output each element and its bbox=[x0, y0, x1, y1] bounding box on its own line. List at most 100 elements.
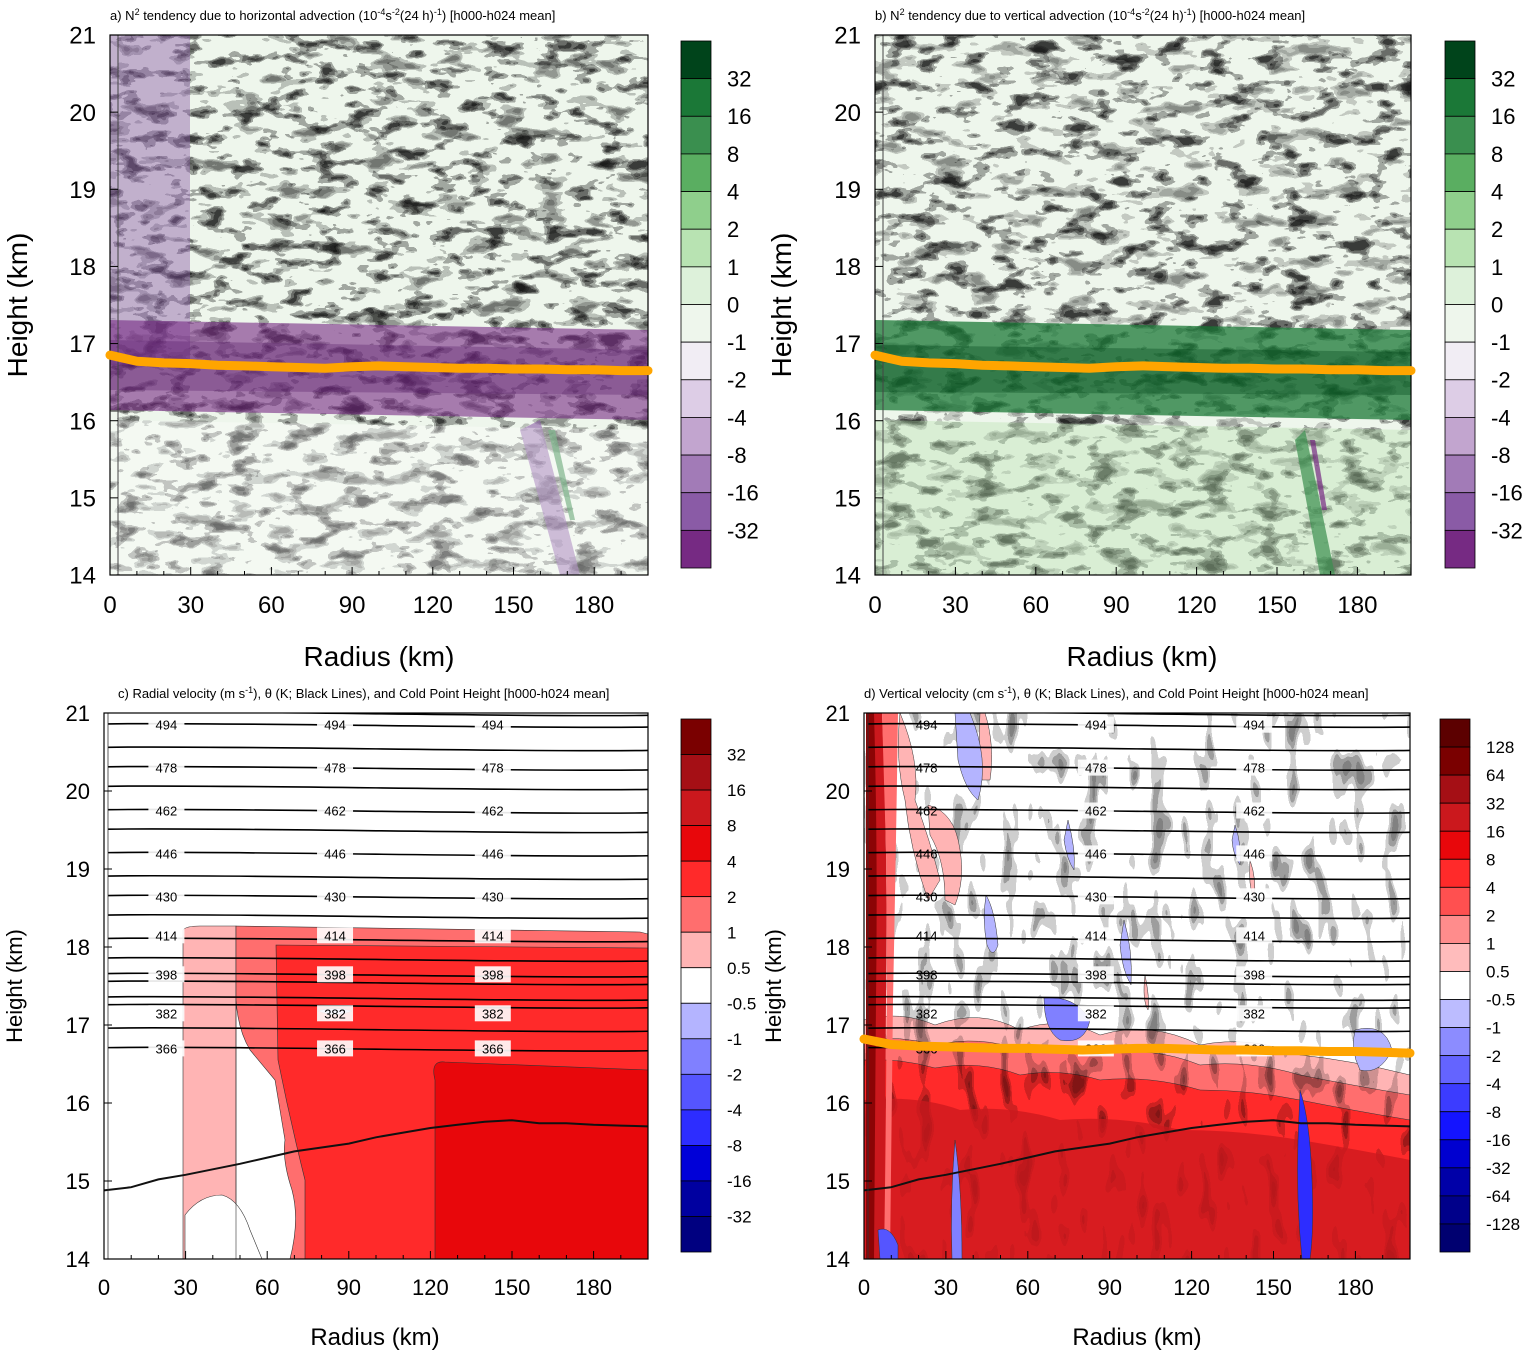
title-part: ) [h000-h024 mean] bbox=[442, 8, 555, 23]
colorbar-label: 128 bbox=[1486, 738, 1514, 757]
contour-label-bg bbox=[148, 966, 185, 983]
contour-label: 494 bbox=[1085, 718, 1107, 733]
colorbar-label: -2 bbox=[1491, 368, 1511, 393]
colorbar-label: 8 bbox=[1491, 142, 1503, 167]
title-part: b) N bbox=[875, 8, 900, 23]
contour-label: 414 bbox=[916, 928, 938, 943]
contour-label-bg bbox=[317, 1005, 354, 1022]
contour-label: 414 bbox=[1243, 928, 1265, 943]
contour-label: 494 bbox=[482, 718, 504, 733]
y-tick-label: 18 bbox=[66, 935, 90, 960]
contour-label-bg bbox=[474, 845, 511, 862]
colorbar-label: 16 bbox=[727, 781, 746, 800]
contour-label: 446 bbox=[1243, 846, 1265, 861]
contour-label: 430 bbox=[324, 889, 346, 904]
contour-label: 414 bbox=[324, 928, 346, 943]
colorbar-label: 2 bbox=[1491, 217, 1503, 242]
contour-label-bg bbox=[148, 888, 185, 905]
title-part: c) Radial velocity (m s bbox=[118, 686, 246, 701]
colorbar-box bbox=[1439, 943, 1471, 972]
theta-contour bbox=[867, 913, 1410, 920]
colorbar-label: 2 bbox=[727, 888, 736, 907]
y-tick-label: 19 bbox=[826, 857, 850, 882]
panel-c-x-label: Radius (km) bbox=[310, 1324, 439, 1351]
x-tick-label: 0 bbox=[103, 592, 116, 619]
panel-a-colorbar: 32 16 8 4 2 1 0 -1 -2 -4 -8 -16 -32 bbox=[680, 40, 759, 569]
colorbar-box bbox=[1439, 746, 1471, 776]
theta-contour bbox=[107, 785, 648, 791]
contour-label: 398 bbox=[1085, 967, 1107, 982]
colorbar-label: 0.5 bbox=[1486, 963, 1510, 982]
colorbar-box bbox=[680, 228, 712, 268]
contour-label: 398 bbox=[916, 967, 938, 982]
colorbar-box bbox=[680, 860, 712, 898]
title-part: a) N bbox=[110, 8, 135, 23]
theta-contour bbox=[867, 937, 1410, 943]
contour-label-bg bbox=[317, 1040, 354, 1057]
x-tick-label: 180 bbox=[1337, 1275, 1374, 1300]
contour-label: 382 bbox=[1243, 1006, 1265, 1021]
contour-label-bg bbox=[148, 716, 185, 733]
contour-label-bg bbox=[317, 888, 354, 905]
colorbar-box bbox=[680, 191, 712, 230]
contour-label: 430 bbox=[1243, 889, 1265, 904]
colorbar-label: 4 bbox=[727, 852, 736, 871]
colorbar-label: 1 bbox=[1491, 255, 1503, 280]
panel-a-x-ticks: 0 30 60 90 120 150 180 bbox=[103, 567, 649, 619]
colorbar-label: -0.5 bbox=[1486, 991, 1515, 1010]
colorbar-box bbox=[1444, 78, 1476, 117]
colorbar-box bbox=[1439, 1055, 1471, 1085]
y-tick-label: 17 bbox=[834, 331, 861, 358]
panel-b-y-ticks: 14 15 16 17 18 19 20 21 bbox=[834, 23, 883, 590]
panel-a-field bbox=[110, 35, 648, 575]
y-tick-label: 20 bbox=[826, 779, 850, 804]
colorbar-box bbox=[680, 115, 712, 155]
colorbar-box bbox=[680, 1109, 712, 1146]
title-part: ) [h000-h024 mean] bbox=[1192, 8, 1305, 23]
title-part: -1 bbox=[434, 7, 442, 17]
y-tick-label: 14 bbox=[826, 1247, 850, 1272]
colorbar-box bbox=[1444, 341, 1476, 381]
x-tick-label: 30 bbox=[942, 592, 969, 619]
contour-label-bg bbox=[474, 966, 511, 983]
x-tick-label: 150 bbox=[1257, 592, 1297, 619]
colorbar-box bbox=[1439, 999, 1471, 1028]
colorbar-label: 64 bbox=[1486, 766, 1505, 785]
x-tick-label: 30 bbox=[177, 592, 204, 619]
contour-label: 446 bbox=[916, 846, 938, 861]
contour-label: 382 bbox=[1085, 1006, 1107, 1021]
theta-contour bbox=[867, 722, 1410, 729]
y-tick-label: 21 bbox=[826, 701, 850, 726]
panel-d-theta-contours: 494 494 494 478 478 478 462 462 462 446 446 446 430 4… bbox=[867, 713, 1410, 1057]
contour-label: 462 bbox=[482, 804, 504, 819]
x-tick-label: 0 bbox=[98, 1275, 110, 1300]
contour-label-bg bbox=[1236, 927, 1273, 944]
contour-label: 414 bbox=[156, 928, 178, 943]
colorbar-box bbox=[1439, 1111, 1471, 1141]
panel-a-y-label: Height (km) bbox=[2, 233, 33, 378]
colorbar-box bbox=[1439, 1139, 1471, 1169]
title-part: -1 bbox=[245, 685, 253, 695]
colorbar-label: 4 bbox=[1491, 179, 1503, 204]
contour-label-bg bbox=[148, 1005, 185, 1022]
x-tick-label: 90 bbox=[1097, 1275, 1121, 1300]
contour-label-bg bbox=[474, 927, 511, 944]
colorbar-label: -32 bbox=[1486, 1159, 1511, 1178]
theta-contour bbox=[107, 995, 648, 1002]
theta-contour bbox=[868, 713, 1410, 717]
x-tick-label: 0 bbox=[868, 592, 881, 619]
contour-label: 446 bbox=[1085, 846, 1107, 861]
contour-label: 494 bbox=[1243, 718, 1265, 733]
y-tick-label: 14 bbox=[834, 563, 861, 590]
y-tick-label: 20 bbox=[66, 779, 90, 804]
y-tick-label: 18 bbox=[834, 254, 861, 281]
x-tick-label: 0 bbox=[858, 1275, 870, 1300]
colorbar-box bbox=[680, 529, 712, 569]
colorbar-box bbox=[1439, 1223, 1471, 1253]
contour-label-bg bbox=[1236, 1005, 1273, 1022]
title-part: tendency due to horizontal advection (10 bbox=[140, 8, 378, 23]
colorbar-box bbox=[1444, 115, 1476, 155]
colorbar-label: 16 bbox=[727, 104, 751, 129]
colorbar-box bbox=[1444, 529, 1476, 569]
colorbar-label: 8 bbox=[1486, 850, 1495, 869]
